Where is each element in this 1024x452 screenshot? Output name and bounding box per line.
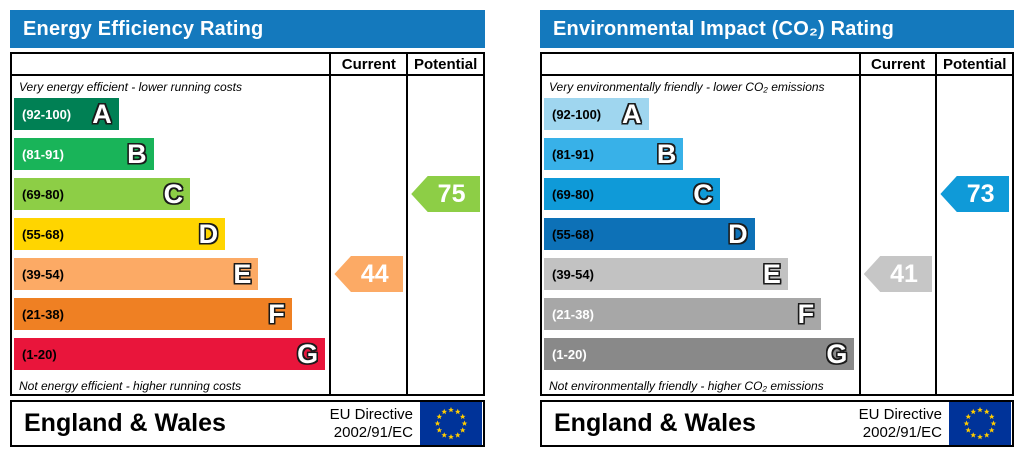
band-range-label: (1-20): [552, 346, 587, 362]
band-letter: E: [762, 259, 781, 289]
environmental-table-body: Very environmentally friendly - lower CO…: [542, 76, 1012, 394]
band-letter: C: [163, 179, 184, 209]
band-letter: C: [693, 179, 713, 209]
band-range-label: (39-54): [552, 266, 594, 282]
bands-column-header: [12, 54, 329, 74]
energy-band-e: (39-54) E: [14, 258, 259, 290]
eu-flag-icon: [949, 402, 1011, 445]
environmental-band-c: (69-80) C: [544, 178, 720, 210]
energy-potential-column: 75: [406, 76, 483, 394]
current-column-header: Current: [858, 54, 936, 74]
environmental-bands-area: Very environmentally friendly - lower CO…: [542, 76, 859, 394]
band-range-label: (92-100): [22, 106, 72, 122]
energy-bands-area: Very energy efficient - lower running co…: [12, 76, 329, 394]
energy-efficiency-chart: Energy Efficiency Rating Current Potenti…: [10, 10, 485, 447]
environmental-band-g: (1-20) G: [544, 338, 855, 370]
environmental-table-header: Current Potential: [542, 54, 1012, 76]
band-range-label: (81-91): [552, 146, 594, 162]
eu-directive-label: EU Directive 2002/91/EC: [858, 406, 942, 441]
region-label: England & Wales: [24, 409, 226, 437]
environmental-rating-table: Current Potential Very environmentally f…: [540, 52, 1014, 396]
energy-potential-value: 75: [437, 179, 466, 208]
environmental-impact-chart: Environmental Impact (CO₂) Rating Curren…: [540, 10, 1014, 447]
bands-column-header: [542, 54, 859, 74]
band-letter: B: [127, 139, 147, 169]
environmental-band-e: (39-54) E: [544, 258, 788, 290]
energy-top-caption: Very energy efficient - lower running co…: [19, 80, 242, 94]
band-range-label: (21-38): [552, 306, 594, 322]
environmental-potential-value: 73: [966, 179, 995, 208]
eu-directive-label: EU Directive 2002/91/EC: [329, 406, 413, 441]
band-letter: D: [198, 219, 219, 249]
energy-band-d: (55-68) D: [14, 218, 226, 250]
band-letter: D: [728, 219, 748, 249]
band-range-label: (55-68): [552, 226, 594, 242]
band-letter: F: [268, 299, 285, 329]
environmental-band-f: (21-38) F: [544, 298, 822, 330]
eu-flag-icon: [420, 402, 482, 445]
environmental-current-column: 41: [858, 76, 936, 394]
energy-current-column: 44: [329, 76, 406, 394]
band-range-label: (1-20): [22, 346, 57, 362]
environmental-potential-arrow: 73: [940, 176, 1009, 212]
energy-band-g: (1-20) G: [14, 338, 326, 370]
energy-band-c: (69-80) C: [14, 178, 191, 210]
band-range-label: (69-80): [22, 186, 64, 202]
energy-potential-arrow: 75: [411, 176, 480, 212]
environmental-potential-column: 73: [935, 76, 1012, 394]
energy-bottom-caption: Not energy efficient - higher running co…: [19, 379, 242, 393]
environmental-current-value: 41: [890, 259, 918, 288]
band-letter: A: [92, 99, 112, 129]
potential-column-header: Potential: [406, 54, 483, 74]
energy-chart-footer: England & Wales EU Directive 2002/91/EC: [10, 400, 485, 447]
band-range-label: (81-91): [22, 146, 64, 162]
current-column-header: Current: [329, 54, 406, 74]
energy-rating-table: Current Potential Very energy efficient …: [10, 52, 485, 396]
region-label: England & Wales: [554, 409, 756, 437]
energy-table-body: Very energy efficient - lower running co…: [12, 76, 483, 394]
environmental-band-b: (81-91) B: [544, 138, 684, 170]
band-letter: E: [233, 259, 252, 289]
band-letter: G: [297, 339, 319, 369]
band-range-label: (39-54): [22, 266, 64, 282]
band-range-label: (69-80): [552, 186, 594, 202]
energy-chart-title: Energy Efficiency Rating: [10, 10, 485, 48]
environmental-band-d: (55-68) D: [544, 218, 755, 250]
band-range-label: (21-38): [22, 306, 64, 322]
environmental-chart-footer: England & Wales EU Directive 2002/91/EC: [540, 400, 1014, 447]
environmental-current-arrow: 41: [863, 256, 933, 292]
energy-band-a: (92-100) A: [14, 98, 119, 130]
energy-band-f: (21-38) F: [14, 298, 292, 330]
band-range-label: (92-100): [552, 106, 602, 122]
environmental-top-caption: Very environmentally friendly - lower CO…: [549, 80, 825, 94]
band-letter: G: [826, 339, 848, 369]
band-letter: B: [656, 139, 677, 169]
band-letter: F: [797, 299, 815, 329]
environmental-band-a: (92-100) A: [544, 98, 649, 130]
energy-band-b: (81-91) B: [14, 138, 154, 170]
environmental-chart-title: Environmental Impact (CO₂) Rating: [540, 10, 1014, 48]
energy-current-value: 44: [360, 259, 389, 288]
energy-current-arrow: 44: [334, 256, 404, 292]
environmental-bottom-caption: Not environmentally friendly - higher CO…: [549, 379, 824, 393]
potential-column-header: Potential: [935, 54, 1012, 74]
band-range-label: (55-68): [22, 226, 64, 242]
band-letter: A: [622, 99, 642, 129]
energy-table-header: Current Potential: [12, 54, 483, 76]
